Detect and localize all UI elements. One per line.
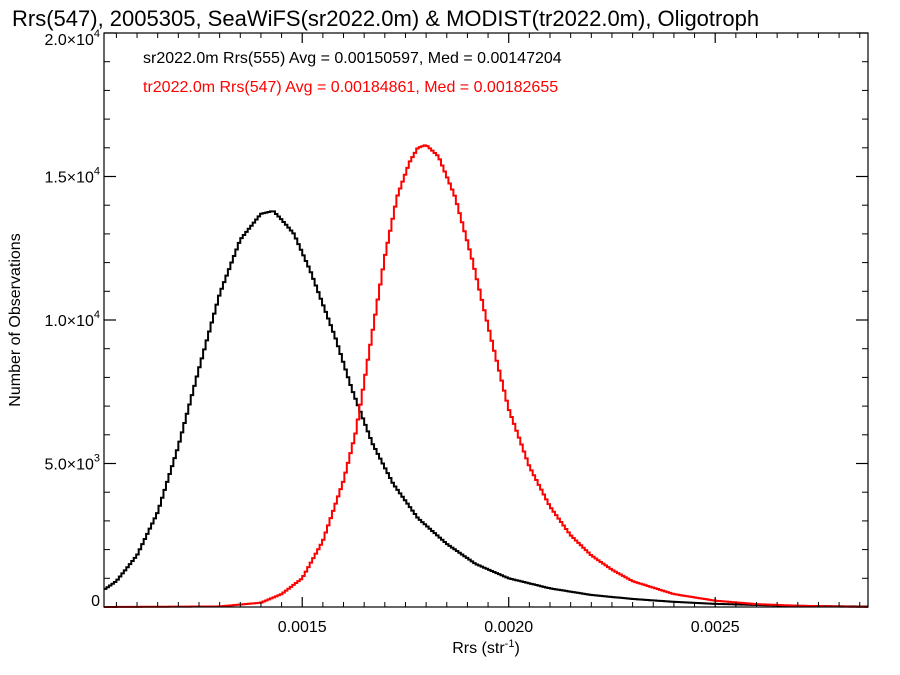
- series-1-histogram: [104, 210, 869, 608]
- chart-title: Rrs(547), 2005305, SeaWiFS(sr2022.0m) & …: [12, 6, 759, 31]
- y-tick-label-3: 1.5×104: [44, 166, 100, 187]
- legend-entry-1: sr2022.0m Rrs(555) Avg = 0.00150597, Med…: [143, 50, 562, 67]
- x-tick-label-0: 0.0015: [278, 619, 327, 636]
- y-tick-label-0: 0: [91, 593, 100, 610]
- series-2-histogram: [104, 144, 869, 608]
- x-axis-label-superscript: -1: [505, 638, 515, 650]
- y-tick-label-2: 1.0×104: [44, 309, 100, 330]
- x-tick-label-2: 0.0025: [691, 619, 740, 636]
- x-tick-label-1: 0.0020: [484, 619, 533, 636]
- x-axis-label-tail: ): [514, 640, 519, 657]
- y-tick-label-1: 5.0×103: [44, 453, 100, 474]
- legend-entry-2: tr2022.0m Rrs(547) Avg = 0.00184861, Med…: [143, 79, 558, 96]
- y-tick-label-4: 2.0×104: [44, 28, 100, 49]
- plot-frame: [103, 32, 869, 608]
- x-axis-label: Rrs (str-1): [452, 638, 520, 657]
- y-axis-label: Number of Observations: [7, 233, 24, 406]
